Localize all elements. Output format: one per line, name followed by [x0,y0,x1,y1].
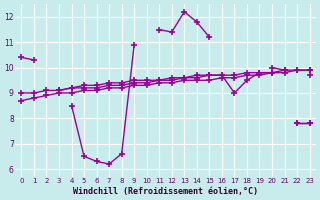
X-axis label: Windchill (Refroidissement éolien,°C): Windchill (Refroidissement éolien,°C) [73,187,258,196]
